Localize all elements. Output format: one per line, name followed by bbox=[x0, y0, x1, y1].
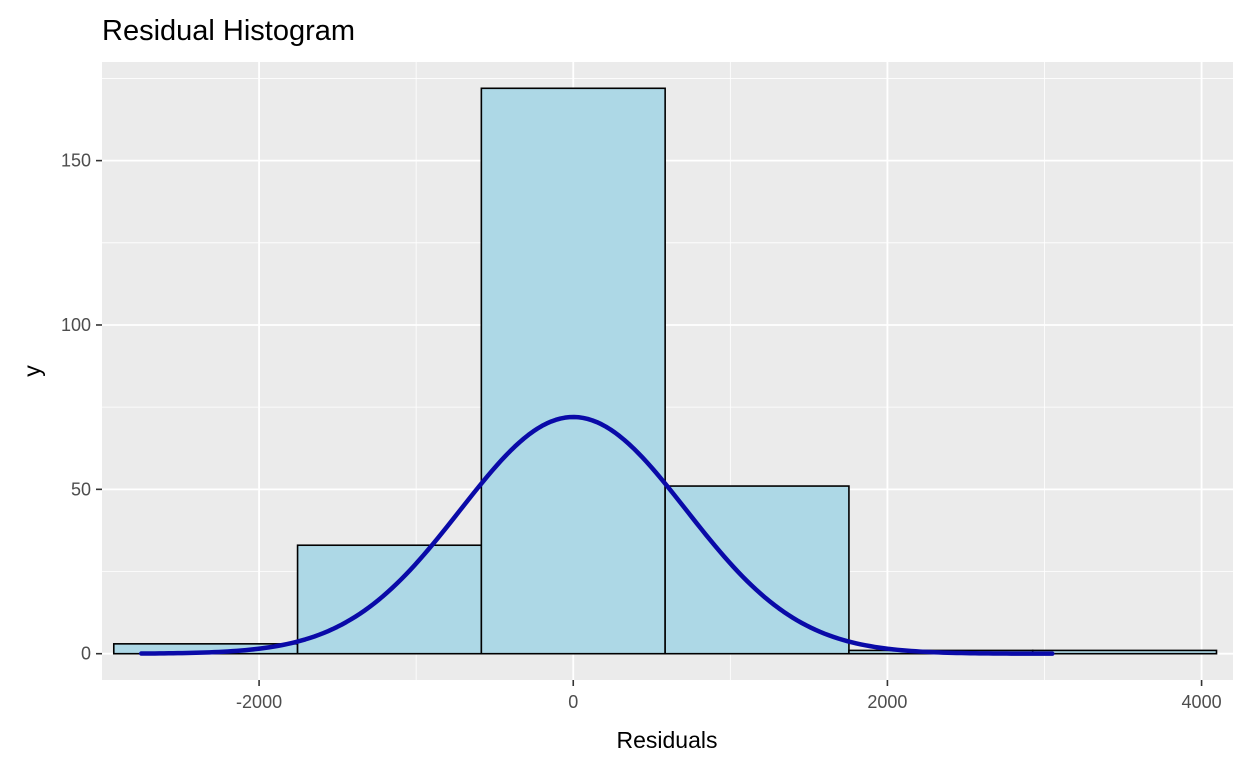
y-tick-label: 150 bbox=[61, 151, 91, 171]
histogram-bar bbox=[1031, 649, 1218, 655]
y-tick-label: 100 bbox=[61, 315, 91, 335]
x-axis: -2000 0 2000 4000 bbox=[236, 680, 1222, 712]
x-axis-title: Residuals bbox=[617, 727, 718, 753]
x-tick-label: -2000 bbox=[236, 692, 282, 712]
histogram-bar bbox=[664, 485, 850, 655]
y-axis-title: y bbox=[19, 365, 45, 377]
chart-title: Residual Histogram bbox=[102, 15, 355, 47]
y-tick-label: 0 bbox=[81, 644, 91, 664]
density-curve-line bbox=[139, 414, 1055, 656]
y-axis: 0 50 100 150 bbox=[61, 151, 102, 664]
x-tick-label: 2000 bbox=[867, 692, 907, 712]
histogram-bar bbox=[296, 544, 483, 655]
histogram-bars bbox=[112, 87, 1218, 655]
x-tick-label: 4000 bbox=[1182, 692, 1222, 712]
histogram-bar bbox=[480, 87, 666, 655]
x-tick-label: 0 bbox=[568, 692, 578, 712]
y-tick-label: 50 bbox=[71, 479, 91, 499]
